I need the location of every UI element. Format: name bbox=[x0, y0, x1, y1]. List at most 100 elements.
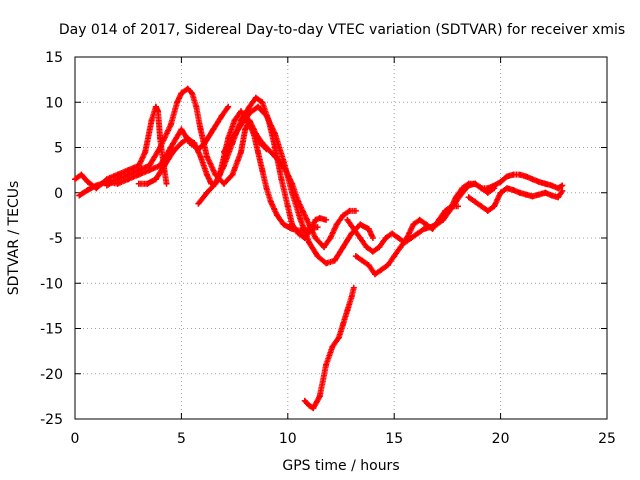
y-tick-label: -10 bbox=[40, 276, 63, 292]
data-point bbox=[416, 216, 423, 223]
data-point bbox=[472, 180, 479, 187]
data-point bbox=[516, 189, 523, 196]
data-point bbox=[148, 117, 155, 124]
data-point bbox=[323, 361, 330, 368]
data-point bbox=[255, 149, 261, 155]
data-point bbox=[221, 149, 227, 155]
data-point bbox=[267, 198, 274, 205]
data-point bbox=[382, 235, 389, 241]
data-point bbox=[184, 85, 191, 92]
data-point bbox=[272, 130, 278, 137]
data-point bbox=[348, 230, 355, 237]
data-point bbox=[167, 144, 174, 151]
data-point bbox=[340, 212, 347, 219]
data-point bbox=[267, 149, 274, 155]
data-point bbox=[155, 108, 161, 115]
x-tick-label: 5 bbox=[177, 431, 186, 447]
data-point bbox=[478, 185, 485, 192]
data-point bbox=[289, 180, 296, 187]
data-point bbox=[203, 189, 210, 196]
data-point bbox=[423, 221, 430, 228]
data-point bbox=[157, 144, 164, 151]
data-point bbox=[344, 307, 351, 314]
series-line bbox=[301, 286, 357, 412]
data-point bbox=[395, 235, 402, 241]
data-point bbox=[246, 110, 253, 117]
data-point bbox=[197, 153, 204, 160]
data-point bbox=[504, 185, 510, 192]
data-point bbox=[529, 176, 536, 183]
y-tick-label: -5 bbox=[49, 231, 63, 247]
series-arc-12 bbox=[465, 185, 566, 214]
data-point bbox=[357, 221, 364, 228]
data-point bbox=[359, 257, 366, 264]
x-tick-label: 0 bbox=[71, 431, 80, 447]
data-point bbox=[174, 99, 181, 106]
data-point bbox=[404, 235, 410, 241]
data-point bbox=[178, 140, 185, 146]
data-point bbox=[191, 140, 198, 146]
data-point bbox=[323, 216, 330, 223]
data-point bbox=[440, 212, 447, 219]
data-point bbox=[178, 126, 185, 133]
series-arc-11 bbox=[440, 171, 566, 219]
data-point bbox=[357, 235, 364, 241]
data-point bbox=[278, 176, 285, 183]
data-point bbox=[301, 397, 308, 404]
data-point bbox=[252, 94, 259, 101]
data-point bbox=[203, 171, 210, 178]
data-point bbox=[369, 235, 376, 241]
data-point bbox=[310, 405, 317, 412]
data-point bbox=[242, 126, 249, 133]
x-axis-label: GPS time / hours bbox=[282, 458, 399, 474]
data-point bbox=[272, 153, 278, 160]
data-point bbox=[259, 99, 266, 106]
data-point bbox=[263, 185, 270, 192]
data-point bbox=[276, 158, 283, 165]
data-point bbox=[484, 207, 491, 214]
data-point bbox=[314, 224, 321, 231]
data-point bbox=[78, 171, 85, 178]
data-point bbox=[352, 253, 359, 260]
data-point bbox=[259, 140, 266, 146]
data-point bbox=[329, 343, 336, 350]
data-point bbox=[125, 171, 132, 178]
data-point bbox=[548, 192, 555, 199]
data-point bbox=[459, 185, 466, 192]
data-point bbox=[218, 112, 225, 119]
data-point bbox=[435, 216, 442, 223]
data-point bbox=[372, 271, 378, 278]
chart-title: Day 014 of 2017, Sidereal Day-to-day VTE… bbox=[59, 22, 625, 38]
data-point bbox=[304, 216, 310, 223]
data-point bbox=[446, 207, 453, 214]
data-point bbox=[465, 194, 472, 201]
data-point bbox=[274, 212, 281, 219]
data-point bbox=[295, 198, 302, 205]
data-point bbox=[491, 182, 498, 189]
data-point bbox=[229, 171, 236, 178]
data-point bbox=[391, 253, 398, 260]
series-arc-1 bbox=[72, 103, 170, 192]
y-tick-label: 15 bbox=[45, 50, 63, 66]
data-point bbox=[472, 198, 479, 205]
data-point bbox=[465, 180, 472, 187]
data-point bbox=[340, 244, 347, 251]
data-point bbox=[282, 167, 289, 174]
data-point bbox=[369, 248, 376, 255]
data-point bbox=[346, 207, 353, 214]
data-point bbox=[135, 180, 142, 187]
data-point bbox=[229, 135, 236, 142]
y-tick-label: -25 bbox=[40, 412, 63, 428]
data-point bbox=[478, 203, 485, 210]
data-point bbox=[280, 221, 287, 228]
y-axis: -25 -20 -15 -10 -5 0 5 10 15 bbox=[40, 50, 607, 428]
data-point bbox=[384, 262, 391, 269]
x-tick-label: 25 bbox=[598, 431, 616, 447]
data-point bbox=[103, 182, 110, 189]
data-point bbox=[510, 187, 517, 193]
data-point bbox=[410, 221, 417, 228]
data-point bbox=[365, 225, 372, 232]
data-point bbox=[548, 182, 555, 189]
data-point bbox=[231, 117, 238, 124]
data-point bbox=[504, 173, 510, 180]
